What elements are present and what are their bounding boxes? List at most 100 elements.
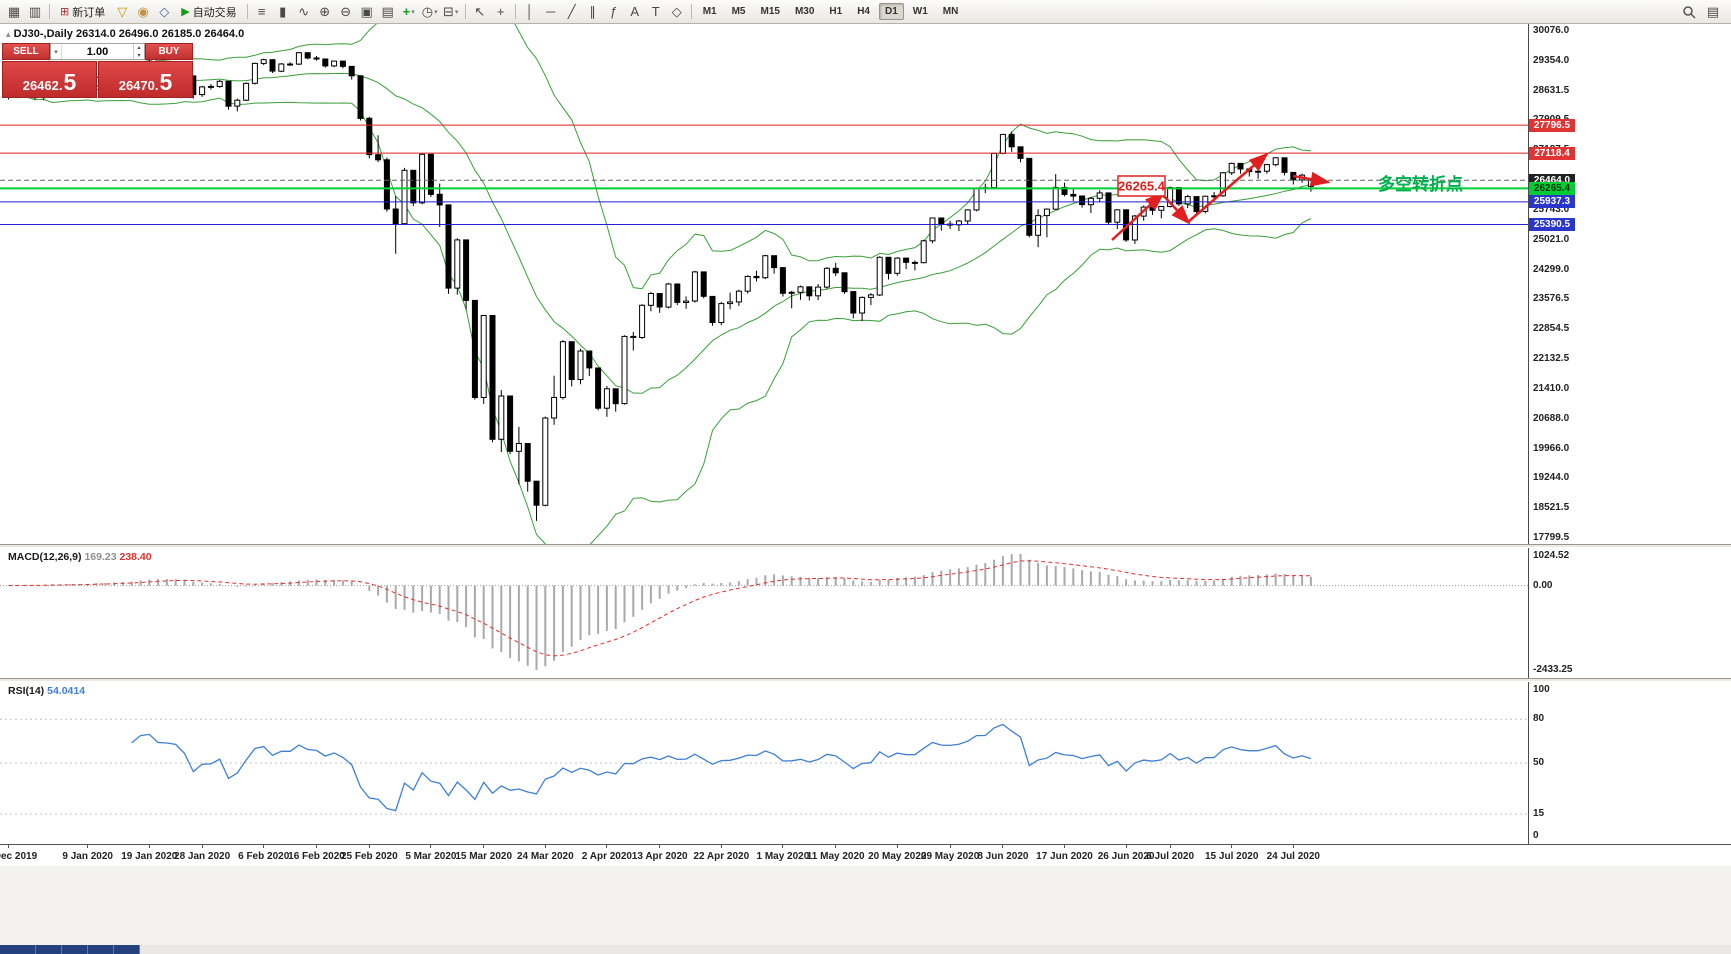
toolbar-right-group: ▤ bbox=[1679, 2, 1727, 22]
crosshair-icon[interactable]: + bbox=[496, 4, 505, 19]
horizontal-line-icon[interactable]: ─ bbox=[546, 4, 556, 19]
volume-up-icon[interactable]: ▴ bbox=[137, 45, 141, 52]
search-icon[interactable] bbox=[1679, 2, 1699, 22]
timeframe-h4[interactable]: H4 bbox=[857, 6, 870, 17]
panel-separator[interactable] bbox=[0, 544, 1731, 548]
bollinger-band-line bbox=[8, 0, 1311, 290]
date-label: 20 May 2020 bbox=[868, 851, 927, 862]
arrange-windows-icon[interactable]: ▤ bbox=[381, 3, 394, 19]
date-label: 13 Apr 2020 bbox=[631, 851, 688, 862]
timeframe-m1[interactable]: M1 bbox=[702, 6, 717, 17]
zoom-in-icon[interactable]: ⊕ bbox=[319, 3, 331, 19]
periods-icon[interactable]: ◷ ▾ bbox=[421, 3, 438, 19]
timeframe-d1[interactable]: D1 bbox=[879, 3, 904, 20]
candle bbox=[788, 291, 795, 294]
candle bbox=[199, 86, 206, 96]
candles-chart-icon[interactable]: ▮ bbox=[279, 3, 287, 19]
text-label-icon[interactable]: T bbox=[651, 4, 660, 19]
price-scale-label: 30076.0 bbox=[1533, 25, 1570, 36]
date-label: 29 May 2020 bbox=[920, 851, 980, 862]
taskbar-segment[interactable] bbox=[88, 945, 114, 954]
macd-signal-value: 238.40 bbox=[119, 551, 152, 563]
equidistant-channel-icon[interactable]: ∥ bbox=[589, 3, 596, 19]
metaeditor-icon[interactable]: ◇ bbox=[159, 3, 170, 19]
date-label: 24 Mar 2020 bbox=[516, 851, 574, 862]
one-click-trading-panel: SELL ▾ ▴ ▾ BUY 26462. 5 26470. bbox=[2, 43, 193, 98]
volume-spinner: ▴ ▾ bbox=[133, 44, 144, 59]
expand-icon[interactable]: ▴ bbox=[6, 29, 11, 39]
zoom-out-icon[interactable]: ⊖ bbox=[340, 3, 352, 19]
fibonacci-icon[interactable]: ƒ bbox=[610, 4, 618, 19]
candle bbox=[260, 59, 267, 64]
price-scale[interactable] bbox=[1528, 24, 1731, 844]
date-label: 25 Feb 2020 bbox=[340, 851, 398, 862]
candle bbox=[823, 267, 830, 288]
window-layout-icon[interactable]: ▤ bbox=[1706, 3, 1720, 19]
candle bbox=[1043, 208, 1050, 217]
rsi-panel-canvas[interactable] bbox=[0, 682, 1528, 844]
vertical-line-icon[interactable]: │ bbox=[525, 4, 534, 19]
trend-arrow bbox=[1111, 191, 1165, 241]
buy-price-box[interactable]: 26470. 5 bbox=[98, 61, 193, 98]
macd-panel-canvas[interactable] bbox=[0, 548, 1528, 678]
candle bbox=[753, 275, 760, 279]
sell-price-box[interactable]: 26462. 5 bbox=[2, 61, 97, 98]
candle bbox=[1219, 172, 1226, 197]
candle bbox=[410, 169, 417, 204]
indicators-icon[interactable]: + ▾ bbox=[402, 4, 415, 19]
time-axis-tick bbox=[949, 845, 951, 848]
price-tag: 27118.4 bbox=[1529, 146, 1575, 160]
taskbar-segment[interactable] bbox=[62, 945, 88, 954]
rsi-name: RSI(14) bbox=[8, 685, 45, 697]
sell-button[interactable]: SELL bbox=[2, 43, 50, 60]
line-chart-icon[interactable]: ∿ bbox=[298, 3, 310, 19]
trendline-icon[interactable]: ╱ bbox=[567, 3, 576, 19]
funnel-icon[interactable]: ▽ bbox=[117, 3, 128, 19]
timeframe-m5[interactable]: M5 bbox=[731, 6, 746, 17]
candle bbox=[797, 286, 804, 293]
autotrading-button[interactable]: ▶ 自动交易 bbox=[175, 2, 242, 22]
community-icon[interactable]: ◉ bbox=[137, 3, 149, 19]
tile-windows-icon[interactable]: ▣ bbox=[360, 3, 373, 19]
buy-button[interactable]: BUY bbox=[145, 43, 193, 60]
timeframe-w1[interactable]: W1 bbox=[912, 6, 928, 17]
date-label: 24 Dec 2019 bbox=[0, 851, 38, 862]
text-icon[interactable]: A bbox=[630, 4, 640, 19]
candle bbox=[559, 341, 566, 399]
volume-input[interactable] bbox=[62, 44, 133, 59]
new-chart-icon[interactable]: ▦ bbox=[7, 3, 21, 19]
panel-separator[interactable] bbox=[0, 678, 1731, 682]
time-axis-tick bbox=[1125, 845, 1127, 848]
timeframe-m15[interactable]: M15 bbox=[760, 6, 780, 17]
chart-profiles-icon[interactable]: ▥ bbox=[28, 3, 42, 19]
volume-dropdown-icon[interactable]: ▾ bbox=[51, 44, 62, 59]
toolbar-separator bbox=[49, 4, 50, 19]
candle bbox=[929, 217, 936, 242]
templates-icon[interactable]: ⊟ ▾ bbox=[442, 3, 459, 19]
candle bbox=[1035, 215, 1042, 236]
rsi-scale-label: 50 bbox=[1533, 757, 1545, 768]
rsi-line bbox=[131, 723, 1312, 812]
bars-chart-icon[interactable]: ≡ bbox=[257, 4, 266, 19]
candle bbox=[603, 388, 610, 409]
volume-down-icon[interactable]: ▾ bbox=[137, 52, 141, 59]
candle bbox=[542, 417, 549, 506]
timeframe-mn[interactable]: MN bbox=[942, 6, 959, 17]
candle bbox=[762, 255, 769, 279]
candle bbox=[964, 209, 971, 222]
timeframe-m30[interactable]: M30 bbox=[794, 6, 815, 17]
timeframe-h1[interactable]: H1 bbox=[829, 6, 843, 17]
new-order-button[interactable]: ⊞ 新订单 bbox=[54, 2, 111, 22]
macd-scale-max: 1024.52 bbox=[1533, 550, 1570, 561]
price-scale-label: 19966.0 bbox=[1533, 442, 1570, 454]
taskbar-segment[interactable] bbox=[114, 945, 140, 954]
shapes-icon[interactable]: ◇ bbox=[671, 3, 682, 19]
candle bbox=[709, 295, 716, 323]
macd-main-value: 169.23 bbox=[84, 551, 117, 563]
candle bbox=[436, 193, 443, 206]
taskbar-segment[interactable] bbox=[0, 945, 36, 954]
cursor-icon[interactable]: ↖ bbox=[474, 3, 486, 19]
main-chart-canvas[interactable]: 26265.4 多空转折点 bbox=[0, 0, 1528, 553]
taskbar-segment[interactable] bbox=[36, 945, 62, 954]
